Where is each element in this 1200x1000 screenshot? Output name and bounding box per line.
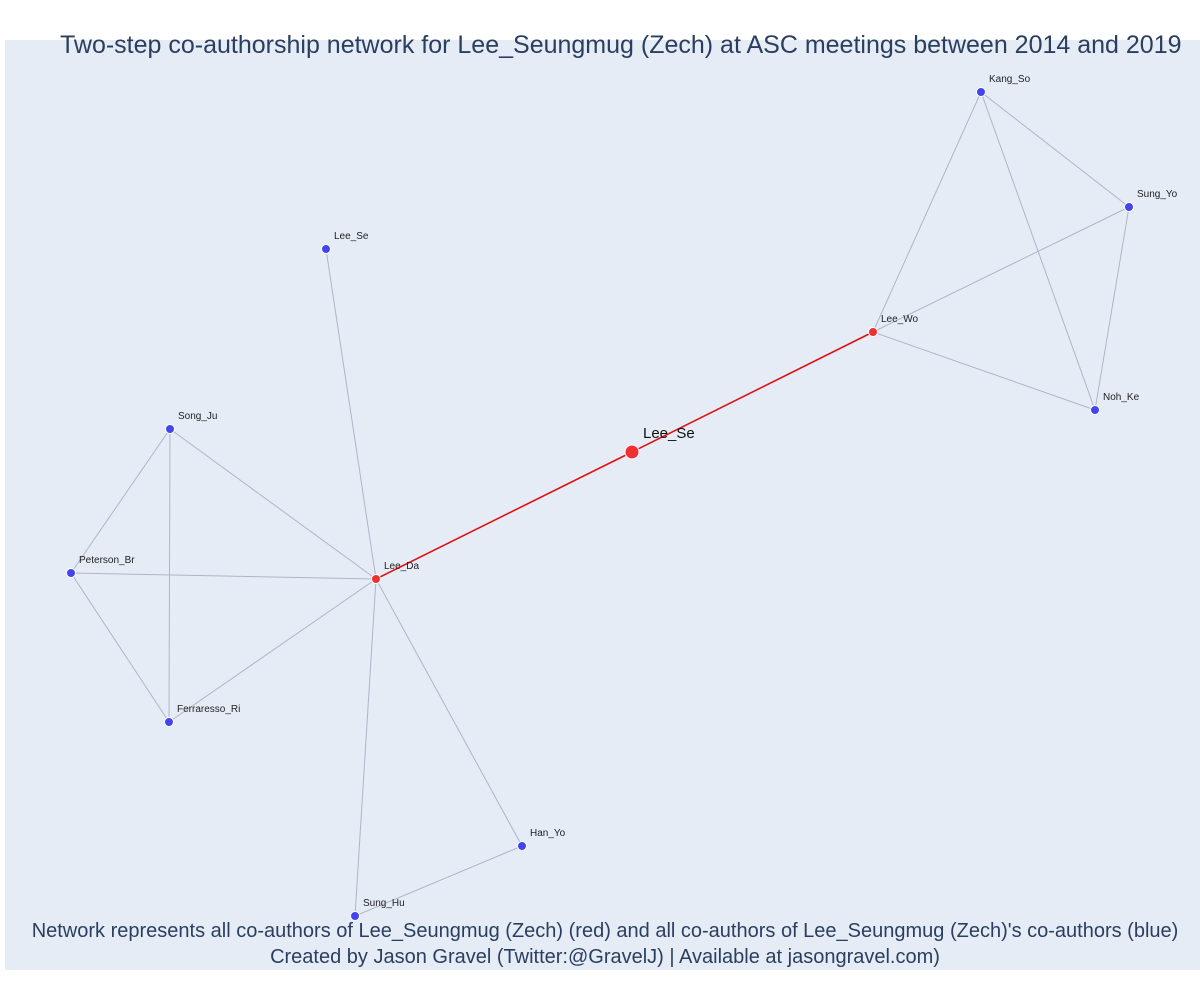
node-Kang_So[interactable] [976, 87, 986, 97]
node-Lee_Da[interactable] [371, 574, 381, 584]
node-label-Lee_Se_2: Lee_Se [334, 231, 369, 242]
node-Noh_Ke[interactable] [1090, 405, 1100, 415]
edge-Lee_Da-Ferraresso_Ri [168, 578, 377, 723]
node-Sung_Yo[interactable] [1124, 202, 1134, 212]
label-layer: Lee_Se Lee_Wo Lee_Da Kang_So Sung_Yo Noh_Ke Le… [79, 74, 1178, 909]
edge-Lee_Da-Han_Yo [375, 578, 523, 847]
node-label-Ferraresso_Ri: Ferraresso_Ri [177, 704, 240, 715]
node-Lee_Wo[interactable] [868, 327, 878, 337]
node-Sung_Hu[interactable] [350, 911, 360, 921]
node-Lee_Se_2[interactable] [321, 244, 331, 254]
edge-layer [70, 91, 1130, 917]
node-label-Han_Yo: Han_Yo [530, 828, 566, 839]
edge-Kang_So-Noh_Ke [980, 91, 1096, 411]
edge-Lee_Se_focal-Lee_Wo [631, 331, 874, 453]
caption-line-1: Network represents all co-authors of Lee… [31, 920, 1179, 942]
edge-Lee_Wo-Sung_Yo [872, 206, 1130, 333]
node-Lee_Se_focal[interactable] [624, 444, 640, 460]
edge-Han_Yo-Sung_Hu [354, 845, 523, 917]
chart-title: Two-step co-authorship network for Lee_S… [60, 31, 1182, 59]
node-label-Sung_Yo: Sung_Yo [1137, 189, 1178, 200]
edge-Lee_Da-Peterson_Br [70, 572, 377, 580]
node-label-Lee_Se_focal: Lee_Se [643, 425, 695, 442]
node-label-Peterson_Br: Peterson_Br [79, 555, 135, 566]
edge-Kang_So-Sung_Yo [980, 91, 1130, 208]
edge-Lee_Se_focal-Lee_Da [375, 451, 633, 580]
edge-Lee_Da-Lee_Se_2 [325, 248, 377, 580]
edge-Lee_Da-Song_Ju [169, 428, 377, 580]
edge-Song_Ju-Ferraresso_Ri [168, 428, 171, 723]
plot-background [5, 40, 1200, 970]
edge-Song_Ju-Peterson_Br [70, 428, 171, 574]
caption-line-2: Created by Jason Gravel (Twitter:@Gravel… [270, 946, 940, 968]
node-label-Sung_Hu: Sung_Hu [363, 898, 405, 909]
edge-Sung_Yo-Noh_Ke [1094, 206, 1130, 411]
node-layer [66, 87, 1134, 921]
node-Ferraresso_Ri[interactable] [164, 717, 174, 727]
edge-Lee_Da-Sung_Hu [354, 578, 377, 917]
edge-Lee_Wo-Kang_So [872, 91, 982, 333]
node-label-Lee_Da: Lee_Da [384, 561, 419, 572]
node-label-Noh_Ke: Noh_Ke [1103, 392, 1140, 403]
edge-Lee_Wo-Noh_Ke [872, 331, 1096, 411]
node-Han_Yo[interactable] [517, 841, 527, 851]
node-label-Kang_So: Kang_So [989, 74, 1031, 85]
edge-Peterson_Br-Ferraresso_Ri [70, 572, 170, 723]
node-Song_Ju[interactable] [165, 424, 175, 434]
node-Peterson_Br[interactable] [66, 568, 76, 578]
node-label-Lee_Wo: Lee_Wo [881, 314, 919, 325]
node-label-Song_Ju: Song_Ju [178, 411, 217, 422]
